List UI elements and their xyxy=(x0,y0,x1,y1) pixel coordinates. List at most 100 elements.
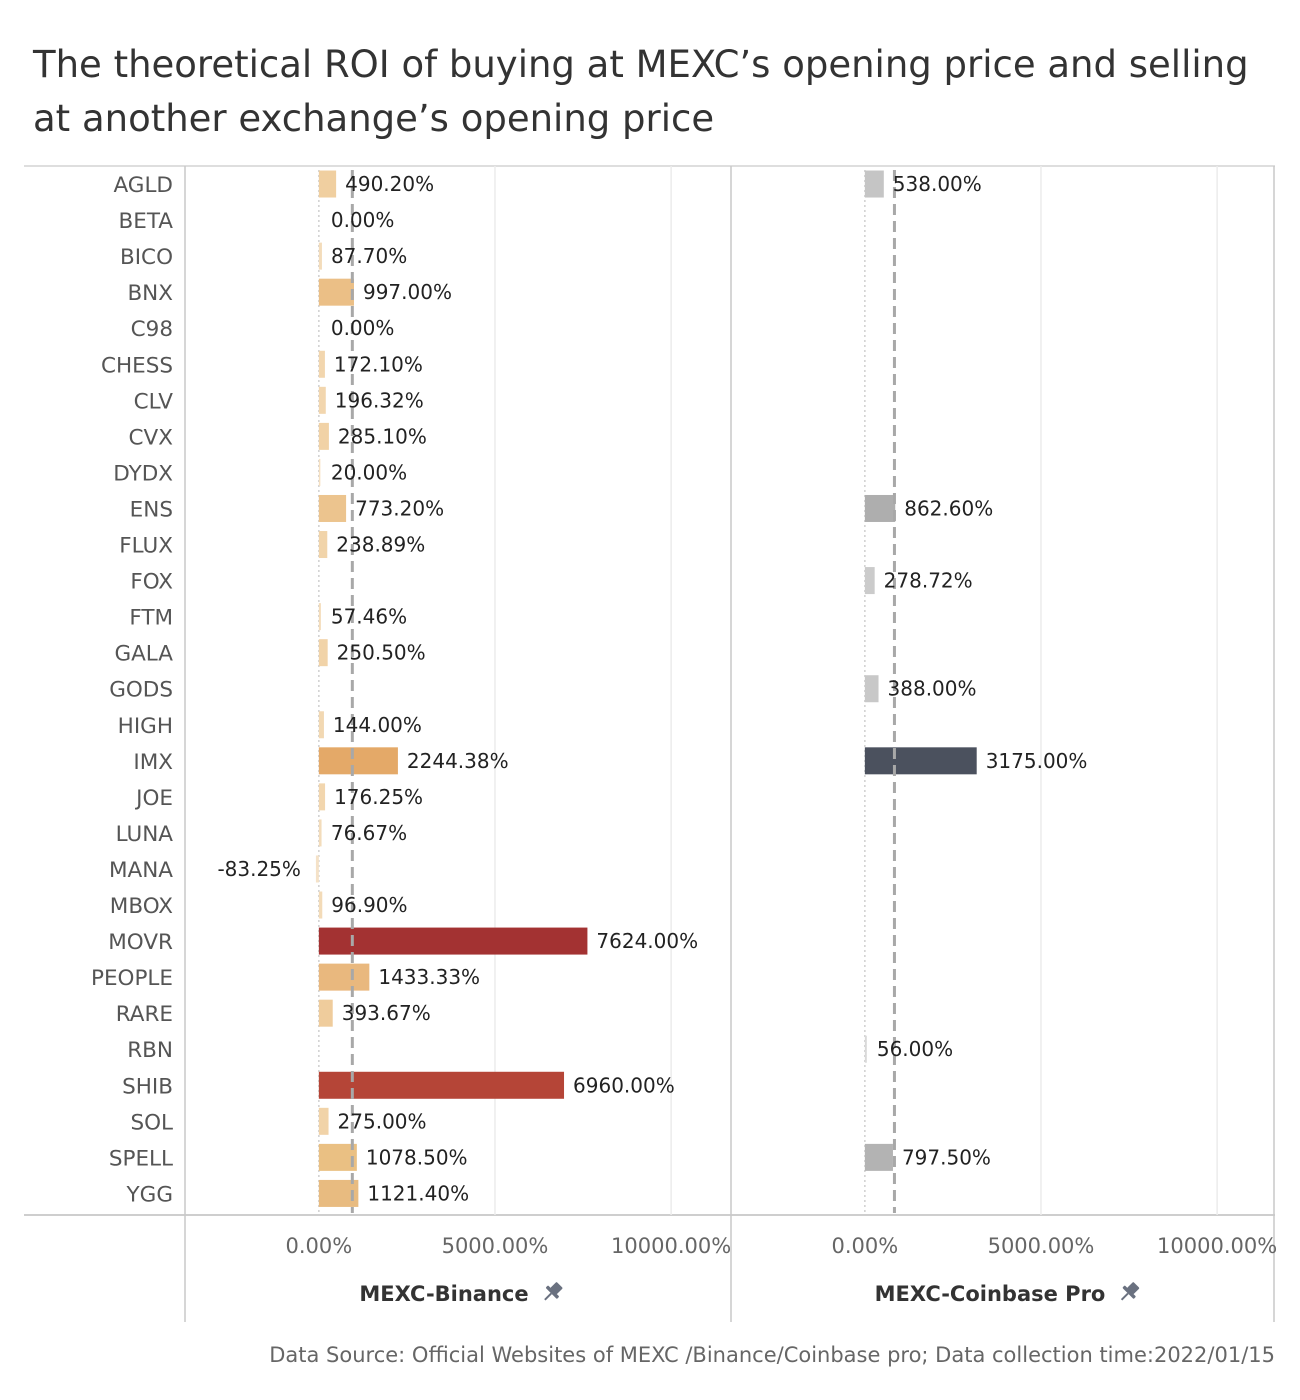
category-label: FLUX xyxy=(119,534,173,559)
pin-icon[interactable] xyxy=(1116,1279,1142,1305)
bar xyxy=(864,567,875,595)
category-label: CHESS xyxy=(101,353,173,378)
category-label: CLV xyxy=(134,389,174,414)
panel-mexc-binance: 490.20% 0.00% 87.70% 997.00% 0.00% 172.10% 196… xyxy=(217,166,731,1306)
data-label: 250.50% xyxy=(337,641,426,665)
x-tick-label: 0.00% xyxy=(831,1234,898,1258)
bar xyxy=(318,350,325,378)
data-label: 96.90% xyxy=(331,893,407,917)
category-label: SOL xyxy=(130,1110,173,1135)
panel-title: MEXC-Coinbase Pro xyxy=(875,1282,1106,1306)
data-label: 275.00% xyxy=(338,1109,427,1133)
panel-mexc-coinbase-pro: 538.00% 862.60% 278.72% 388.00% 3175.00% 56.0… xyxy=(831,166,1277,1306)
data-label: 997.00% xyxy=(363,280,452,304)
category-label: IMX xyxy=(133,750,173,775)
bar xyxy=(318,999,333,1027)
bar xyxy=(318,1107,329,1135)
bar xyxy=(318,819,322,847)
bar xyxy=(864,1035,867,1063)
data-label: 7624.00% xyxy=(596,929,698,953)
bar xyxy=(318,711,324,739)
chart-title: The theoretical ROI of buying at MEXC’s … xyxy=(33,43,1249,140)
category-label: MANA xyxy=(109,858,173,883)
data-label: 538.00% xyxy=(893,172,982,196)
category-label: SHIB xyxy=(122,1074,173,1099)
data-label: 862.60% xyxy=(904,496,993,520)
category-label: SPELL xyxy=(109,1146,173,1171)
data-label: 6960.00% xyxy=(573,1073,675,1097)
bar xyxy=(318,783,326,811)
data-label: 20.00% xyxy=(331,460,407,484)
category-label: BICO xyxy=(120,245,173,270)
data-label: 176.25% xyxy=(334,785,423,809)
category-label: RARE xyxy=(116,1002,173,1027)
data-label: 393.67% xyxy=(342,1001,431,1025)
bar xyxy=(318,278,354,306)
data-label: 2244.38% xyxy=(407,749,509,773)
data-label: 196.32% xyxy=(335,388,424,412)
x-tick-label: 5000.00% xyxy=(988,1234,1095,1258)
data-label: 56.00% xyxy=(877,1037,953,1061)
data-label: 278.72% xyxy=(884,569,973,593)
data-label: 144.00% xyxy=(333,713,422,737)
category-label: JOE xyxy=(134,786,173,811)
x-tick-label: 10000.00% xyxy=(611,1234,731,1258)
bar xyxy=(864,494,896,522)
bar xyxy=(864,747,977,775)
bar xyxy=(318,963,370,991)
data-label: 797.50% xyxy=(902,1145,991,1169)
category-label: GALA xyxy=(114,642,173,667)
data-label: 0.00% xyxy=(331,316,395,340)
x-tick-label: 0.00% xyxy=(285,1234,352,1258)
bar xyxy=(318,603,321,631)
chart-panels: 490.20% 0.00% 87.70% 997.00% 0.00% 172.10% 196… xyxy=(217,166,1277,1306)
bar xyxy=(318,170,337,198)
data-label: 76.67% xyxy=(331,821,407,845)
data-label: 172.10% xyxy=(334,352,423,376)
panel-title: MEXC-Binance xyxy=(359,1282,528,1306)
category-label: MOVR xyxy=(108,930,173,955)
category-label: CVX xyxy=(129,425,174,450)
bar xyxy=(318,458,321,486)
bar xyxy=(864,170,884,198)
chart-frame xyxy=(24,165,1275,1322)
data-label: 773.20% xyxy=(355,496,444,520)
category-label: YGG xyxy=(126,1182,173,1207)
data-label: 0.00% xyxy=(331,208,395,232)
category-label: FTM xyxy=(129,606,173,631)
bar xyxy=(318,494,347,522)
category-label: RBN xyxy=(127,1038,173,1063)
bar xyxy=(864,675,879,703)
category-label: BETA xyxy=(118,209,173,234)
data-label: 1433.33% xyxy=(378,965,480,989)
data-label: 87.70% xyxy=(331,244,407,268)
bar xyxy=(315,855,319,883)
category-label: DYDX xyxy=(113,461,173,486)
bar xyxy=(318,927,588,955)
bar xyxy=(318,891,323,919)
category-label: BNX xyxy=(127,281,173,306)
category-label: FOX xyxy=(130,570,173,595)
x-tick-label: 10000.00% xyxy=(1157,1234,1277,1258)
category-label: ENS xyxy=(130,497,173,522)
bar xyxy=(864,1143,893,1171)
data-label: 3175.00% xyxy=(986,749,1088,773)
data-source-note: Data Source: Official Websites of MEXC /… xyxy=(269,1343,1275,1367)
x-tick-label: 5000.00% xyxy=(442,1234,549,1258)
data-label: 285.10% xyxy=(338,424,427,448)
bar xyxy=(318,242,322,270)
data-label: 490.20% xyxy=(345,172,434,196)
pin-icon[interactable] xyxy=(539,1279,565,1305)
category-label: PEOPLE xyxy=(91,966,173,991)
bar xyxy=(318,747,398,775)
bar xyxy=(318,531,328,559)
category-label: GODS xyxy=(109,678,173,703)
bar xyxy=(318,1071,565,1099)
data-label: 238.89% xyxy=(336,533,425,557)
category-label: LUNA xyxy=(116,822,174,847)
category-label: MBOX xyxy=(110,894,173,919)
data-label: 57.46% xyxy=(331,605,407,629)
data-label: 388.00% xyxy=(888,677,977,701)
category-label: HIGH xyxy=(118,714,173,739)
